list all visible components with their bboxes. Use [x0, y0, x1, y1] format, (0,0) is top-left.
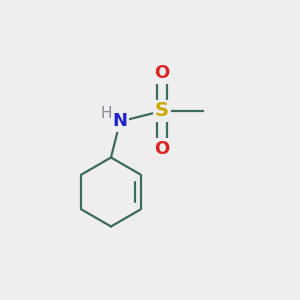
Text: N: N — [112, 112, 128, 130]
Text: O: O — [154, 140, 169, 158]
Text: H: H — [101, 106, 112, 122]
Text: O: O — [154, 64, 169, 82]
Text: S: S — [155, 101, 169, 121]
